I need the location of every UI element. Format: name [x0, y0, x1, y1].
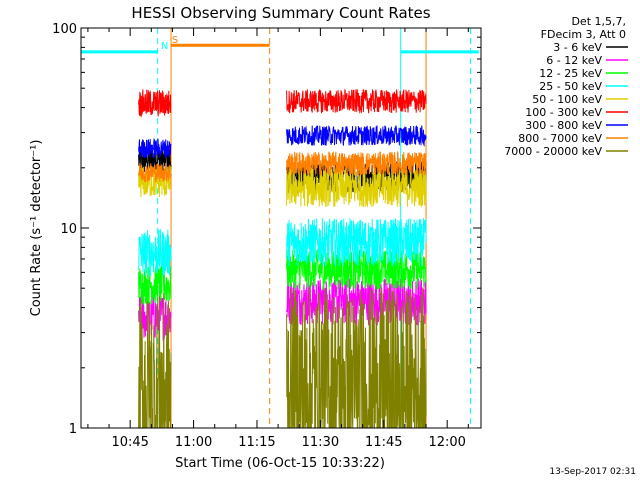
chart-title: HESSI Observing Summary Count Rates — [131, 4, 430, 22]
legend-label-4: 50 - 100 keV — [532, 93, 602, 106]
series-1-segment-0 — [138, 293, 172, 343]
legend-label-5: 100 - 300 keV — [525, 106, 602, 119]
series-2-segment-1 — [286, 249, 427, 292]
series-8-segment-1 — [286, 287, 427, 429]
x-tick-label-1: 11:00 — [175, 435, 212, 450]
series-7-segment-1 — [286, 150, 427, 178]
legend-header-line-1: Det 1,5,7, — [571, 15, 626, 28]
series-6-segment-1 — [286, 125, 427, 147]
annotation-N: N — [161, 41, 168, 52]
legend-label-8: 7000 - 20000 keV — [504, 145, 602, 158]
axes: 10:45 11:00 11:15 11:30 11:45 12:00 1 10 100 — [52, 22, 482, 450]
series-2-segment-0 — [138, 264, 172, 306]
series-5-segment-1 — [286, 88, 427, 114]
legend-label-6: 300 - 800 keV — [525, 119, 602, 132]
x-tick-label-2: 11:15 — [238, 435, 275, 450]
y-tick-label-2: 100 — [52, 22, 77, 37]
x-tick-label-0: 10:45 — [111, 435, 148, 450]
y-tick-label-1: 10 — [60, 222, 77, 237]
legend-header-line-2: FDecim 3, Att 0 — [541, 28, 626, 41]
plot-area: NS — [80, 28, 479, 429]
series-4-segment-1 — [286, 167, 427, 208]
legend-label-1: 6 - 12 keV — [546, 54, 602, 67]
series-4-segment-0 — [138, 166, 172, 198]
x-axis-title: Start Time (06-Oct-15 10:33:22) — [175, 456, 385, 471]
footer-date: 13-Sep-2017 02:31 — [549, 467, 636, 477]
y-tick-label-0: 1 — [69, 422, 77, 437]
series-3-segment-1 — [286, 218, 427, 267]
legend-label-3: 25 - 50 keV — [539, 80, 602, 93]
series-3-segment-0 — [138, 229, 172, 277]
x-tick-label-5: 12:00 — [428, 435, 465, 450]
legend-label-7: 800 - 7000 keV — [518, 132, 602, 145]
annotation-S: S — [172, 35, 178, 46]
x-tick-label-4: 11:45 — [365, 435, 402, 450]
legend-label-0: 3 - 6 keV — [553, 41, 602, 54]
series-5-segment-0 — [138, 89, 172, 118]
y-axis-title: Count Rate (s⁻¹ detector⁻¹) — [29, 140, 44, 317]
legend-label-2: 12 - 25 keV — [539, 67, 602, 80]
series-6-segment-0 — [138, 137, 172, 159]
series-7-segment-0 — [138, 162, 172, 183]
x-tick-label-3: 11:30 — [302, 435, 339, 450]
